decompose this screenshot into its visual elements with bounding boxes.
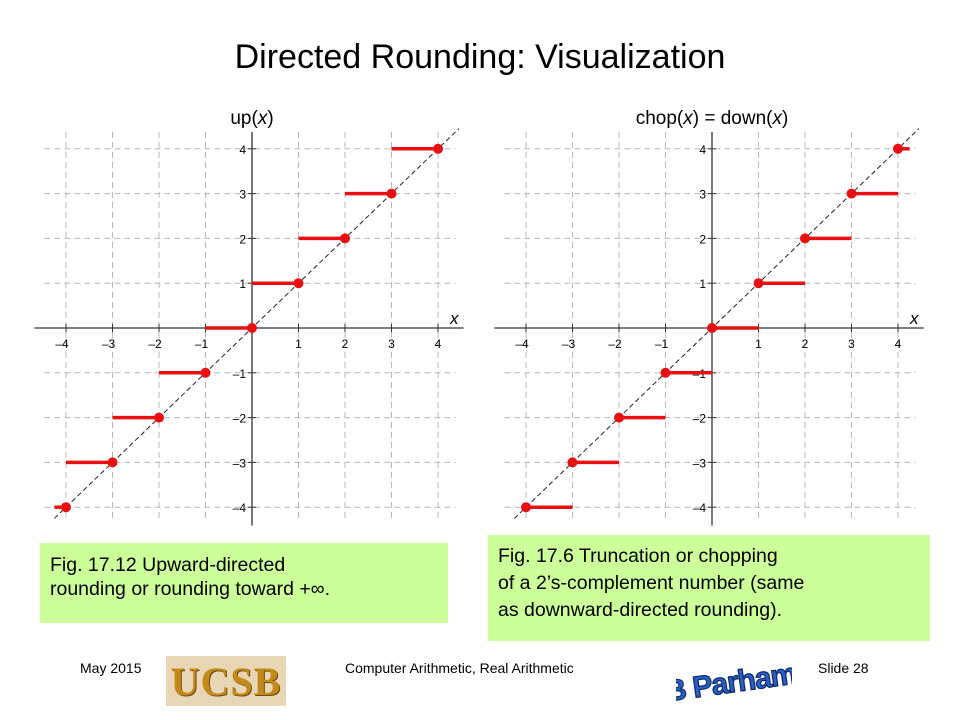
closed-point	[107, 457, 118, 468]
y-tick-label: –1	[233, 367, 247, 381]
x-tick-label: –1	[655, 337, 669, 351]
closed-point	[567, 457, 578, 468]
y-tick-label: –2	[693, 412, 707, 426]
x-tick-label: –1	[195, 337, 209, 351]
caption-left-line2: rounding or rounding toward +∞.	[50, 578, 331, 600]
closed-point	[247, 323, 257, 333]
bparhami-logo: B Parhami	[676, 656, 792, 708]
y-tick-label: –4	[233, 501, 247, 515]
ucsb-logo: UCSB	[166, 656, 286, 706]
x-tick-label: –2	[148, 337, 162, 351]
bparhami-logo-text: B Parhami	[676, 656, 792, 708]
y-tick-label: –2	[233, 412, 247, 426]
x-tick-label: –4	[55, 337, 69, 351]
caption-right-line1: Fig. 17.6 Truncation or chopping	[498, 545, 778, 567]
closed-point	[433, 143, 443, 154]
closed-point	[614, 412, 624, 423]
chart-title: chop(x) = down(x)	[636, 108, 789, 129]
x-tick-label: –4	[515, 337, 529, 351]
closed-point	[340, 233, 350, 244]
y-tick-label: –4	[693, 501, 707, 515]
closed-point	[660, 367, 671, 378]
y-tick-label: 2	[699, 232, 706, 246]
y-tick-label: 4	[239, 143, 246, 157]
chart-up: up(x) x –4 –3 –2 –1 1 2 3 4 –4 –3 –2 –1 1 2 3 4	[30, 100, 470, 530]
footer-course-title: Computer Arithmetic, Real Arithmetic	[345, 660, 574, 676]
x-tick-label: 3	[388, 337, 395, 351]
closed-point	[707, 323, 717, 333]
y-tick-label: –3	[233, 456, 247, 470]
chart-chop-down: chop(x) = down(x)x–4–3–2–11234–4–3–2–112…	[490, 100, 930, 530]
x-tick-label: –2	[608, 337, 622, 351]
y-tick-label: 1	[699, 277, 706, 291]
x-tick-label: 4	[895, 337, 902, 351]
ucsb-logo-text: UCSB	[170, 658, 282, 704]
closed-point	[893, 143, 903, 154]
closed-point	[61, 502, 71, 513]
chart-title: up(x)	[230, 108, 273, 129]
slide-title: Directed Rounding: Visualization	[234, 38, 726, 76]
y-tick-label: 3	[699, 188, 706, 202]
closed-point	[200, 367, 211, 378]
caption-right-line3: as downward-directed rounding).	[498, 599, 782, 621]
closed-point	[521, 502, 531, 513]
caption-left-line1: Fig. 17.12 Upward-directed	[50, 554, 286, 576]
closed-point	[800, 233, 810, 244]
footer-date: May 2015	[80, 660, 142, 676]
x-tick-label: 1	[295, 337, 302, 351]
closed-point	[293, 278, 304, 289]
y-tick-label: 4	[699, 143, 706, 157]
y-tick-label: 3	[239, 188, 246, 202]
caption-fig-17-12: Fig. 17.12 Upward-directed rounding or r…	[40, 543, 448, 623]
y-tick-label: 2	[239, 232, 246, 246]
caption-fig-17-6: Fig. 17.6 Truncation or chopping of a 2’…	[488, 535, 930, 641]
chart-chop-down-svg: chop(x) = down(x)x–4–3–2–11234–4–3–2–112…	[494, 108, 924, 526]
closed-point	[753, 278, 764, 289]
closed-point	[154, 412, 164, 423]
footer-slide-number: Slide 28	[818, 660, 869, 676]
x-tick-label: 2	[802, 337, 809, 351]
x-axis-label: x	[909, 309, 919, 328]
x-axis-label: x	[449, 309, 459, 328]
caption-right-line2: of a 2’s-complement number (same	[498, 572, 805, 594]
closed-point	[386, 188, 397, 199]
chart-up-svg: up(x) x –4 –3 –2 –1 1 2 3 4 –4 –3 –2 –1 1 2 3 4	[34, 108, 464, 526]
x-tick-label: 4	[435, 337, 442, 351]
y-tick-label: 1	[239, 277, 246, 291]
y-tick-label: –3	[693, 456, 707, 470]
x-tick-label: –3	[562, 337, 576, 351]
x-tick-label: 1	[755, 337, 762, 351]
x-tick-label: –3	[102, 337, 116, 351]
x-tick-label: 2	[342, 337, 349, 351]
x-tick-label: 3	[848, 337, 855, 351]
closed-point	[846, 188, 857, 199]
